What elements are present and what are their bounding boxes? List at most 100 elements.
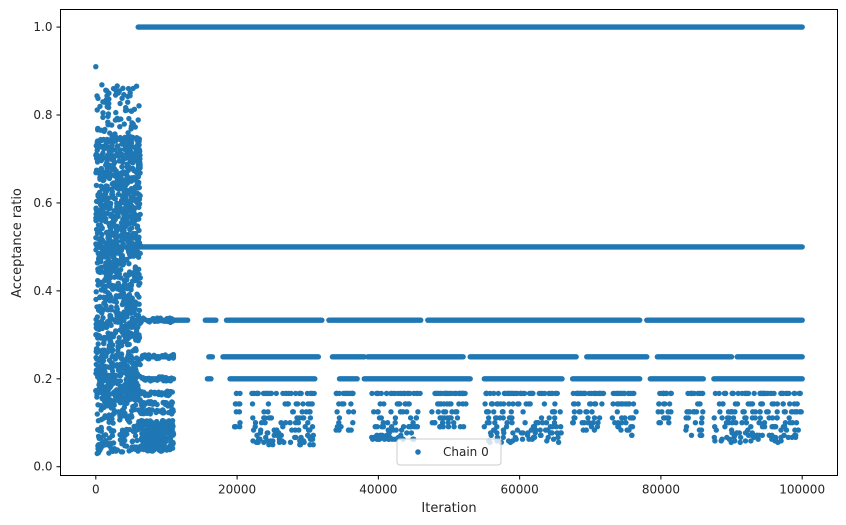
data-point xyxy=(577,409,583,415)
data-point xyxy=(169,399,175,406)
data-point xyxy=(769,432,775,438)
data-point xyxy=(495,401,501,407)
data-point xyxy=(126,145,132,151)
data-point xyxy=(125,190,131,197)
data-point xyxy=(504,420,510,426)
data-point xyxy=(369,390,375,397)
data-point xyxy=(445,420,451,426)
data-point xyxy=(379,424,385,430)
data-point xyxy=(122,199,128,206)
data-point xyxy=(555,439,562,445)
data-point xyxy=(124,342,131,348)
data-point xyxy=(124,368,130,375)
data-point xyxy=(93,206,99,212)
data-point xyxy=(371,434,377,441)
data-point xyxy=(121,91,127,98)
data-point xyxy=(778,427,784,433)
data-point xyxy=(757,415,763,421)
data-point xyxy=(95,341,101,347)
data-point xyxy=(522,420,528,426)
data-point xyxy=(107,312,113,319)
data-point xyxy=(130,240,136,247)
data-point xyxy=(141,430,147,437)
data-point xyxy=(237,401,243,407)
data-point xyxy=(500,427,507,433)
data-point xyxy=(392,436,398,442)
data-point xyxy=(108,307,115,313)
data-point xyxy=(124,321,130,328)
data-point xyxy=(106,357,113,363)
data-point xyxy=(252,424,258,430)
data-point xyxy=(103,183,109,189)
data-point xyxy=(305,432,311,438)
data-point xyxy=(665,415,672,421)
data-point xyxy=(131,407,138,413)
data-point xyxy=(165,445,171,451)
data-point xyxy=(712,438,718,444)
data-point xyxy=(123,195,129,201)
data-point xyxy=(128,353,134,359)
data-point xyxy=(726,436,733,442)
data-point xyxy=(250,415,256,421)
data-point xyxy=(543,420,550,426)
data-point xyxy=(93,152,99,158)
axes-frame xyxy=(60,9,838,476)
data-point xyxy=(588,390,595,397)
data-point xyxy=(520,409,526,415)
data-point xyxy=(384,390,390,397)
data-point xyxy=(442,390,448,397)
x-tick-label: 20000 xyxy=(218,483,256,497)
data-point xyxy=(712,424,718,430)
data-point xyxy=(482,401,488,407)
data-point xyxy=(527,390,534,397)
data-point xyxy=(128,123,135,130)
data-point xyxy=(95,192,101,198)
data-point xyxy=(132,264,139,270)
data-point xyxy=(750,432,756,438)
data-point xyxy=(94,93,100,99)
data-point xyxy=(108,156,114,162)
data-point xyxy=(793,409,800,415)
data-point xyxy=(149,448,155,454)
data-point xyxy=(119,164,125,170)
data-point xyxy=(536,390,542,397)
data-point xyxy=(124,379,130,385)
data-point xyxy=(628,390,634,397)
data-point xyxy=(748,438,754,444)
data-point xyxy=(557,409,563,415)
data-point xyxy=(107,397,114,403)
data-point xyxy=(787,420,793,426)
data-point xyxy=(375,390,382,397)
data-point xyxy=(237,420,243,426)
data-point xyxy=(495,390,501,397)
data-point xyxy=(132,397,139,403)
data-point xyxy=(93,226,100,233)
data-point xyxy=(170,355,176,361)
data-point xyxy=(268,438,274,444)
data-point xyxy=(95,442,102,448)
data-point xyxy=(786,390,792,397)
data-point xyxy=(551,420,558,426)
data-point xyxy=(95,433,102,439)
data-point xyxy=(122,401,128,408)
data-point xyxy=(100,282,106,289)
data-point xyxy=(575,401,581,407)
data-point xyxy=(106,220,112,227)
data-point xyxy=(738,434,744,441)
data-point xyxy=(494,424,500,430)
data-point xyxy=(126,358,133,364)
data-point xyxy=(151,431,157,437)
data-point xyxy=(94,411,101,417)
data-point xyxy=(170,432,176,438)
data-point xyxy=(597,390,603,397)
data-point xyxy=(761,390,768,397)
data-point xyxy=(117,124,123,130)
data-point xyxy=(110,223,116,229)
data-point xyxy=(117,383,124,390)
data-point xyxy=(122,179,128,185)
data-point xyxy=(103,324,110,331)
data-point xyxy=(510,430,516,436)
data-point xyxy=(101,404,107,411)
data-point xyxy=(103,169,109,176)
data-point xyxy=(481,424,487,430)
